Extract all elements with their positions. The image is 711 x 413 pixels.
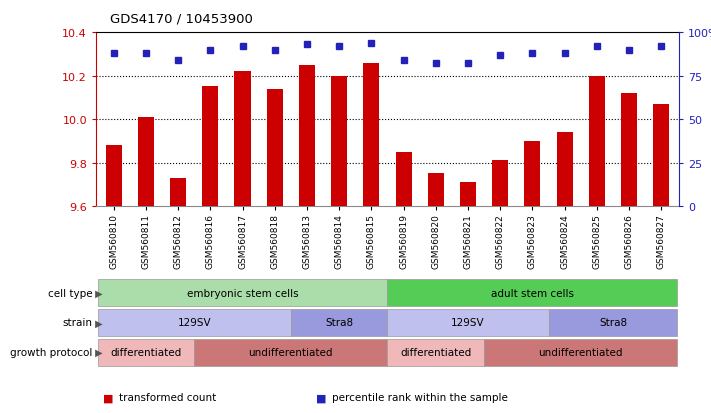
Text: growth protocol: growth protocol <box>10 347 92 357</box>
FancyBboxPatch shape <box>194 339 387 366</box>
FancyBboxPatch shape <box>291 309 387 336</box>
Text: differentiated: differentiated <box>110 347 181 357</box>
Text: adult stem cells: adult stem cells <box>491 288 574 298</box>
Text: cell type: cell type <box>48 288 92 298</box>
Bar <box>170 178 186 206</box>
Text: GDS4170 / 10453900: GDS4170 / 10453900 <box>110 12 253 25</box>
Bar <box>106 146 122 206</box>
FancyBboxPatch shape <box>387 279 678 306</box>
Text: ■: ■ <box>103 392 114 402</box>
FancyBboxPatch shape <box>97 279 387 306</box>
Bar <box>428 174 444 206</box>
Text: 129SV: 129SV <box>178 318 211 328</box>
Text: ▶: ▶ <box>92 347 103 357</box>
Bar <box>331 76 347 206</box>
Bar <box>299 66 315 206</box>
Text: percentile rank within the sample: percentile rank within the sample <box>332 392 508 402</box>
Text: Stra8: Stra8 <box>599 318 627 328</box>
Text: ■: ■ <box>316 392 327 402</box>
FancyBboxPatch shape <box>97 309 291 336</box>
Text: ▶: ▶ <box>92 318 103 328</box>
Bar <box>395 152 412 206</box>
Text: differentiated: differentiated <box>400 347 471 357</box>
Bar <box>621 94 637 206</box>
Text: Stra8: Stra8 <box>325 318 353 328</box>
Text: undifferentiated: undifferentiated <box>249 347 333 357</box>
Bar <box>653 104 669 206</box>
Bar <box>363 64 380 206</box>
Bar <box>492 161 508 206</box>
FancyBboxPatch shape <box>387 339 484 366</box>
Text: 129SV: 129SV <box>451 318 485 328</box>
Text: strain: strain <box>63 318 92 328</box>
Text: undifferentiated: undifferentiated <box>538 347 623 357</box>
FancyBboxPatch shape <box>387 309 549 336</box>
FancyBboxPatch shape <box>484 339 678 366</box>
Bar <box>138 118 154 206</box>
Bar <box>589 76 605 206</box>
Bar <box>460 183 476 206</box>
Bar <box>203 87 218 206</box>
Text: ▶: ▶ <box>92 288 103 298</box>
Text: transformed count: transformed count <box>119 392 216 402</box>
FancyBboxPatch shape <box>549 309 678 336</box>
Bar <box>557 133 572 206</box>
FancyBboxPatch shape <box>97 339 194 366</box>
Bar <box>525 141 540 206</box>
Bar <box>267 89 283 206</box>
Text: embryonic stem cells: embryonic stem cells <box>187 288 299 298</box>
Bar <box>235 72 250 206</box>
